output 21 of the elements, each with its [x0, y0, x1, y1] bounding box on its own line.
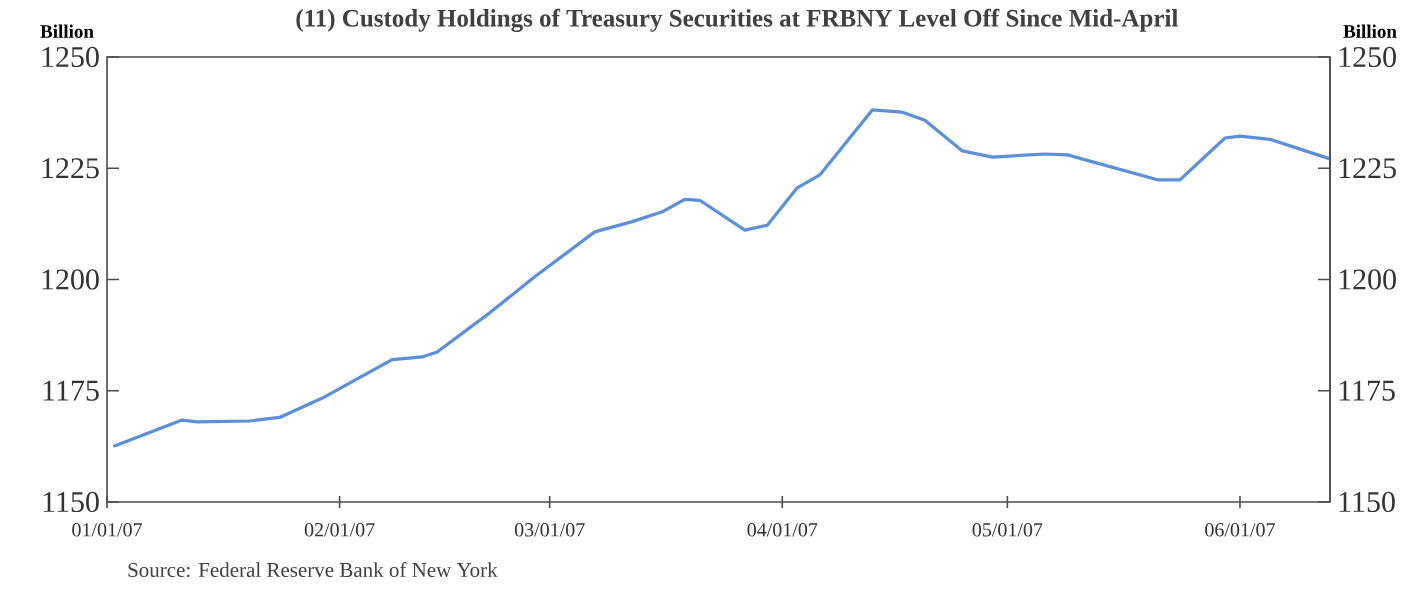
y2-tick-label: 1175: [1339, 380, 1395, 401]
y-tick-label: 1200: [42, 269, 99, 290]
y2-tick-label: 1250: [1339, 46, 1396, 68]
x-tick-label: 03/01/07: [514, 523, 585, 537]
x-tick-label: 05/01/07: [972, 523, 1043, 537]
y2-tick-label: 1225: [1339, 158, 1396, 179]
y2-tick-label: 1150: [1339, 491, 1395, 513]
y2-axis-title: Billion: [1343, 24, 1397, 38]
chart-title: (11) Custody Holdings of Treasury Securities at FRBNY Level Off Since Mid-April: [296, 8, 1178, 32]
y-axis-title: Billion: [40, 24, 94, 38]
y-tick-label: 1225: [42, 158, 99, 179]
line-series: [112, 108, 1330, 448]
x-tick-label: 06/01/07: [1205, 523, 1275, 537]
y2-tick-label: 1200: [1339, 269, 1396, 290]
y-tick-label: 1250: [42, 46, 99, 68]
y-tick-label: 1150: [43, 491, 99, 513]
x-tick-label: 04/01/07: [747, 523, 818, 537]
x-tick-label: 02/01/07: [304, 523, 375, 537]
source-note: Source: Federal Reserve Bank of New York: [128, 562, 498, 578]
y-tick-label: 1175: [43, 380, 99, 401]
x-tick-label: 01/01/07: [72, 523, 143, 537]
